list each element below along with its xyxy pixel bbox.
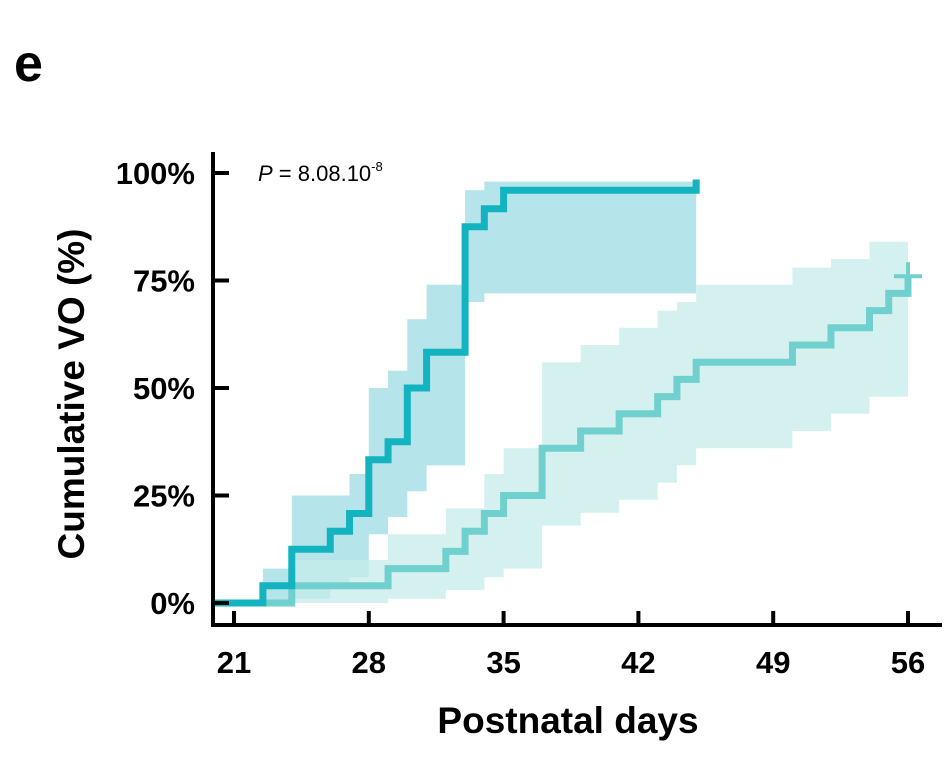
p-value-exponent: -8 (371, 159, 383, 174)
x-tick-label: 21 (217, 645, 251, 680)
p-value-text: = 8.08.10 (273, 161, 371, 186)
x-tick-label: 28 (352, 645, 386, 680)
panel-label: e (14, 35, 43, 93)
series-lines (214, 179, 922, 607)
p-value-symbol: P (258, 161, 273, 186)
confidence-band-2 (291, 241, 908, 604)
series-line-2 (214, 276, 912, 607)
y-tick-label: 75% (133, 264, 195, 299)
y-axis-title: Cumulative VO (%) (51, 229, 92, 560)
y-tick-label: 25% (133, 479, 195, 514)
y-tick-label: 50% (133, 371, 195, 406)
tick-labels: 21 28 35 42 49 56 0% 25% 50% 75% 100% (116, 156, 926, 680)
x-tick-label: 56 (891, 645, 925, 680)
confidence-bands (262, 181, 908, 604)
axes (211, 152, 942, 627)
x-tick-label: 49 (756, 645, 790, 680)
x-tick-label: 35 (486, 645, 520, 680)
series-line-1 (214, 179, 700, 607)
y-tick-label: 0% (150, 586, 195, 621)
p-value-annotation: P = 8.08.10-8 (258, 159, 383, 186)
x-axis-title: Postnatal days (437, 700, 698, 741)
y-tick-label: 100% (116, 156, 195, 191)
x-tick-label: 42 (621, 645, 655, 680)
